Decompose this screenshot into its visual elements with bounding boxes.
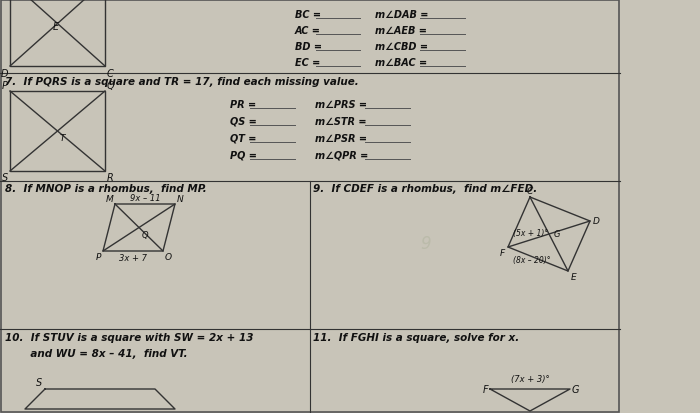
Text: 10.  If STUV is a square with SW = 2x + 13: 10. If STUV is a square with SW = 2x + 1…	[5, 332, 253, 342]
Text: BC =: BC =	[295, 10, 321, 20]
Text: m∠AEB =: m∠AEB =	[375, 26, 427, 36]
Text: 3x + 7: 3x + 7	[119, 254, 147, 262]
Text: G: G	[572, 384, 580, 394]
Text: S: S	[36, 377, 42, 387]
Text: E: E	[52, 21, 59, 31]
Text: 8.  If MNOP is a rhombus,  find MP.: 8. If MNOP is a rhombus, find MP.	[5, 183, 206, 194]
Text: PR =: PR =	[230, 100, 256, 110]
Text: QS =: QS =	[230, 117, 257, 127]
Text: 7.  If PQRS is a square and TR = 17, find each missing value.: 7. If PQRS is a square and TR = 17, find…	[5, 77, 359, 87]
Text: Q: Q	[142, 231, 148, 240]
Text: EC =: EC =	[295, 58, 320, 68]
Text: AC =: AC =	[295, 26, 321, 36]
Text: m∠QPR =: m∠QPR =	[315, 151, 368, 161]
Text: Q: Q	[107, 81, 115, 91]
Text: m∠PRS =: m∠PRS =	[315, 100, 367, 110]
Text: m∠BAC =: m∠BAC =	[375, 58, 427, 68]
Text: P: P	[96, 252, 101, 261]
Text: D: D	[1, 69, 8, 79]
Text: 9: 9	[420, 235, 430, 252]
Text: M: M	[105, 195, 113, 204]
Text: and WU = 8x – 41,  find VT.: and WU = 8x – 41, find VT.	[5, 348, 188, 358]
Text: PQ =: PQ =	[230, 151, 257, 161]
Text: BD =: BD =	[295, 42, 322, 52]
Text: (8x – 20)°: (8x – 20)°	[513, 255, 551, 264]
Text: S: S	[2, 173, 8, 183]
Text: m∠PSR =: m∠PSR =	[315, 134, 367, 144]
Text: (7x + 3)°: (7x + 3)°	[510, 374, 550, 383]
Text: N: N	[177, 195, 184, 204]
Text: O: O	[165, 252, 172, 261]
Text: F: F	[500, 248, 505, 257]
Text: G: G	[554, 230, 561, 239]
Text: E: E	[571, 272, 577, 281]
Text: 9x – 11: 9x – 11	[130, 194, 160, 202]
Text: QT =: QT =	[230, 134, 256, 144]
Text: C: C	[107, 69, 114, 79]
Text: 9.  If CDEF is a rhombus,  find m∠FED.: 9. If CDEF is a rhombus, find m∠FED.	[313, 183, 538, 194]
Bar	[1, 1, 619, 412]
Text: R: R	[107, 173, 114, 183]
Text: T: T	[60, 134, 65, 142]
Text: (5x + 1)°: (5x + 1)°	[513, 228, 548, 237]
Text: m∠CBD =: m∠CBD =	[375, 42, 428, 52]
Text: D: D	[593, 217, 600, 226]
Text: P: P	[2, 81, 8, 91]
Text: m∠STR =: m∠STR =	[315, 117, 367, 127]
Text: 11.  If FGHI is a square, solve for x.: 11. If FGHI is a square, solve for x.	[313, 332, 519, 342]
Text: C: C	[527, 187, 533, 195]
Text: F: F	[482, 384, 488, 394]
Text: m∠DAB =: m∠DAB =	[375, 10, 428, 20]
